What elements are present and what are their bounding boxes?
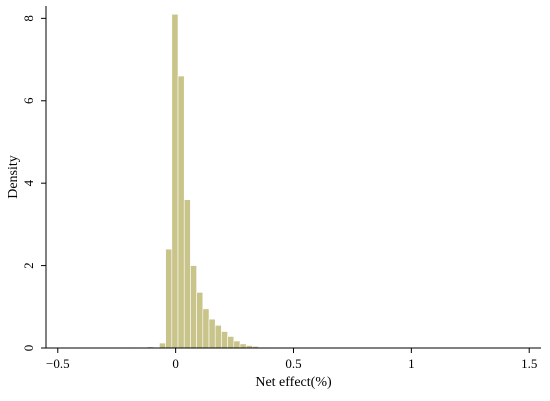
histogram-bar [208,318,216,349]
x-tick-label: −0.5 [46,356,70,371]
y-tick-label: 4 [21,179,36,186]
y-tick-label: 2 [21,262,36,269]
x-tick-label: 1.5 [521,356,537,371]
histogram-bar [233,340,241,349]
histogram-bar [239,343,247,349]
histogram-bar [177,75,185,349]
histogram-bar [190,265,197,349]
bars-group [69,13,507,349]
y-tick-label: 0 [21,345,36,352]
histogram-bar [214,325,222,349]
x-tick-label: 0 [172,356,179,371]
y-tick-label: 6 [21,97,36,104]
histogram-bar [183,199,191,349]
x-ticks-group: −0.5 0 0.5 1 1.5 [46,348,537,371]
histogram-bar [221,331,228,349]
histogram-bar [171,13,179,349]
y-axis-title: Density [6,155,21,199]
y-ticks-group: 0 2 4 6 8 [21,15,46,351]
histogram-bar [165,248,173,349]
x-axis-title: Net effect(%) [255,375,332,390]
histogram-bar [159,342,166,349]
histogram-bar [202,308,210,349]
histogram-bar [227,336,235,349]
x-tick-label: 0.5 [285,356,301,371]
y-tick-label: 8 [21,15,36,22]
histogram-bar [196,292,204,349]
x-tick-label: 1 [408,356,415,371]
